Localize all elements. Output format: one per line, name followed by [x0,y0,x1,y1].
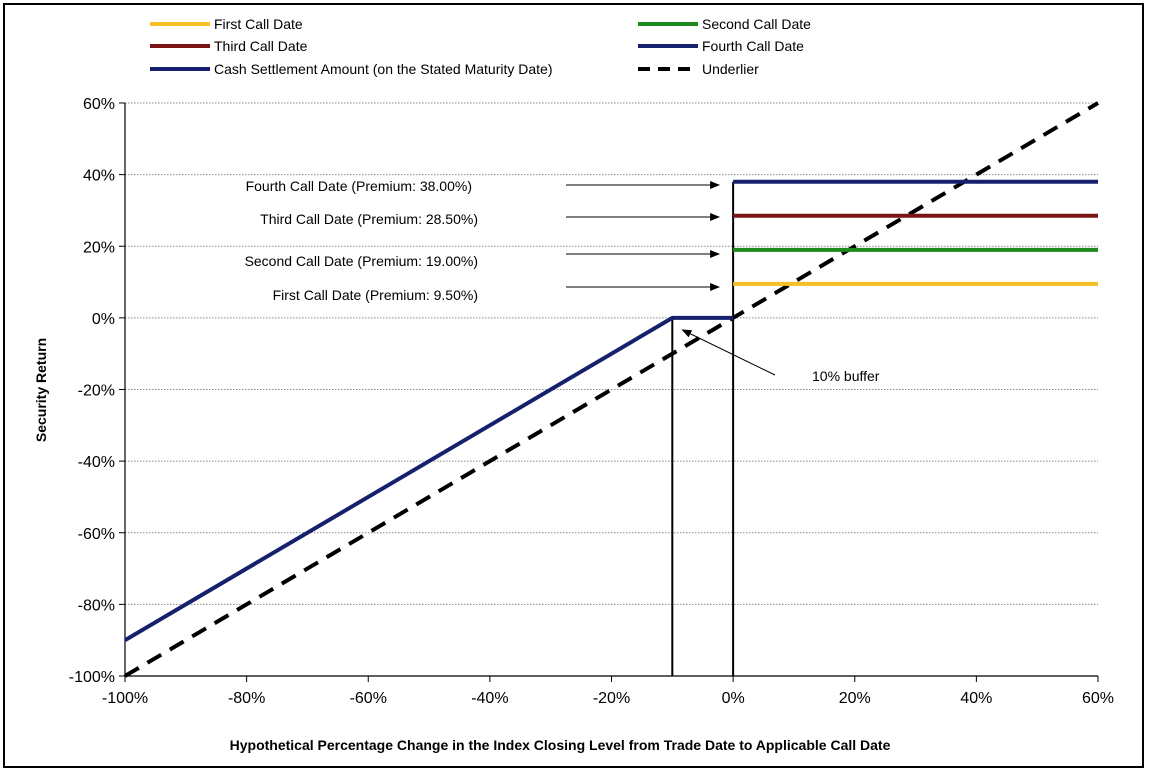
y-axis-title: Security Return [33,338,49,442]
y-tick-label: -100% [69,669,115,686]
annotation-label: First Call Date (Premium: 9.50%) [273,287,478,303]
y-tick-label: 40% [83,168,115,185]
y-tick-label: 20% [83,239,115,256]
legend: First Call Date Second Call Date Third Cal… [150,16,811,77]
x-tick-label: -60% [350,690,387,707]
legend-label: First Call Date [214,16,303,32]
x-tick-label: -100% [102,690,148,707]
annotation-label: 10% buffer [812,368,880,384]
y-tick-label: 60% [83,96,115,113]
legend-label: Underlier [702,61,759,77]
x-tick-label: 0% [722,690,745,707]
annotation-arrow [681,329,776,376]
x-axis-title: Hypothetical Percentage Change in the In… [230,737,891,753]
series-line [123,315,734,642]
x-tick-label: 40% [960,690,992,707]
series-group [123,101,1100,678]
y-tick-label: -40% [78,454,115,471]
annotation-label: Fourth Call Date (Premium: 38.00%) [246,178,472,194]
annotations: Fourth Call Date (Premium: 38.00%) Third … [245,178,880,384]
chart-frame [3,3,1144,768]
x-tick-label: 20% [839,690,871,707]
axes: -100% -80% -60% -40% -20% 0% 20% 40% 60% -100% -80… [69,96,1114,707]
x-tick-label: -40% [471,690,508,707]
series-line [123,101,1100,678]
legend-label: Fourth Call Date [702,38,804,54]
legend-label: Second Call Date [702,16,811,32]
legend-label: Cash Settlement Amount (on the Stated Ma… [214,61,553,77]
annotation-label: Third Call Date (Premium: 28.50%) [260,211,478,227]
x-tick-label: -20% [593,690,630,707]
y-tick-label: 0% [92,311,115,328]
annotation-label: Second Call Date (Premium: 19.00%) [245,253,478,269]
legend-label: Third Call Date [214,38,308,54]
y-tick-label: -60% [78,526,115,543]
x-tick-label: 60% [1082,690,1114,707]
y-tick-label: -20% [78,383,115,400]
gridlines [125,102,1098,605]
y-tick-label: -80% [78,597,115,614]
x-tick-label: -80% [228,690,265,707]
